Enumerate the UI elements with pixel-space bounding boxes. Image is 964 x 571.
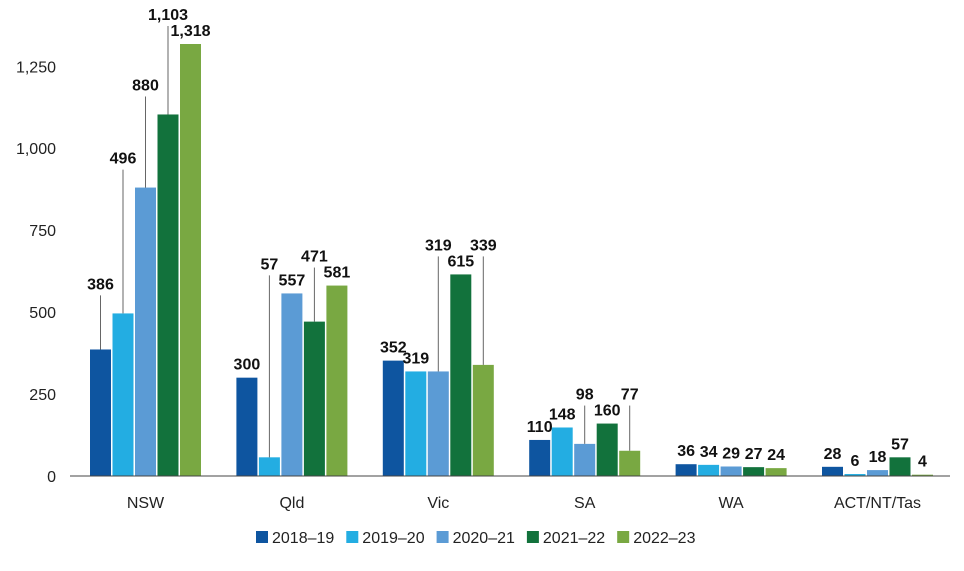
bar	[619, 450, 641, 476]
y-tick-label: 250	[29, 387, 56, 404]
bar	[326, 285, 348, 476]
bar	[596, 423, 618, 476]
bar	[529, 439, 551, 476]
bar	[720, 466, 742, 476]
bar	[303, 321, 325, 476]
x-category-label: Vic	[427, 495, 449, 512]
legend-swatch	[256, 531, 268, 543]
data-label: 77	[621, 387, 639, 404]
x-category-label: SA	[574, 495, 596, 512]
bar	[472, 364, 494, 476]
y-tick-label: 750	[29, 223, 56, 240]
bar	[675, 464, 697, 476]
data-label: 339	[470, 237, 497, 254]
x-category-label: NSW	[127, 495, 165, 512]
data-label: 880	[132, 77, 159, 94]
bar	[258, 457, 280, 476]
bar	[574, 443, 596, 476]
data-label: 1,103	[148, 7, 188, 24]
legend: 2018–19 2019–20 2020–21 2021–22 2022–23	[256, 530, 696, 547]
data-label: 615	[447, 253, 474, 270]
bar	[743, 467, 765, 476]
bar	[765, 468, 787, 476]
data-label: 1,318	[170, 23, 210, 40]
data-label: 18	[869, 449, 887, 466]
data-label: 496	[110, 151, 137, 168]
bar	[427, 371, 449, 476]
bar	[551, 427, 573, 476]
bar	[450, 274, 472, 476]
data-label: 34	[700, 444, 718, 461]
bar	[135, 187, 156, 476]
x-category-label: WA	[719, 495, 745, 512]
legend-swatch	[436, 531, 449, 543]
data-label: 471	[301, 249, 328, 266]
data-label: 24	[767, 447, 785, 464]
data-label: 386	[87, 276, 114, 293]
data-label: 352	[380, 340, 407, 357]
data-label: 28	[824, 446, 842, 463]
x-axis: NSW Qld Vic SA WA ACT/NT/Tas	[127, 495, 921, 512]
x-category-label: ACT/NT/Tas	[834, 495, 921, 512]
legend-swatch	[617, 531, 630, 543]
legend-label: 2021–22	[543, 530, 605, 547]
data-label: 98	[576, 387, 594, 404]
data-label: 160	[594, 403, 621, 420]
bar	[157, 114, 179, 477]
data-labels: 3864968801,1031,318300575574715813523193…	[87, 7, 927, 471]
data-label: 110	[527, 419, 553, 436]
x-category-label: Qld	[279, 495, 304, 512]
legend-label: 2019–20	[362, 530, 424, 547]
data-label: 557	[279, 272, 306, 289]
bar	[912, 474, 933, 476]
data-label: 29	[722, 445, 740, 462]
data-label: 319	[402, 350, 429, 367]
bar	[382, 360, 404, 476]
label-leader-lines	[100, 26, 631, 458]
y-tick-label: 1,250	[16, 59, 56, 76]
legend-swatch	[526, 531, 539, 543]
bar	[180, 44, 201, 476]
bar	[889, 457, 911, 476]
data-label: 57	[261, 256, 279, 273]
bar	[844, 474, 866, 476]
y-axis: 0 250 500 750 1,000 1,250	[16, 59, 56, 486]
y-tick-label: 1,000	[16, 141, 56, 158]
data-label: 27	[745, 446, 763, 463]
bar	[867, 470, 888, 476]
data-label: 36	[677, 443, 695, 460]
data-label: 300	[234, 357, 261, 374]
bar	[112, 313, 134, 476]
bars	[90, 44, 933, 477]
y-tick-label: 0	[47, 469, 56, 486]
legend-label: 2020–21	[453, 530, 515, 547]
legend-label: 2022–23	[633, 530, 695, 547]
data-label: 148	[549, 406, 576, 423]
bar	[236, 377, 258, 476]
bar	[698, 464, 720, 476]
bar	[281, 293, 303, 476]
bar	[822, 466, 843, 476]
data-label: 6	[851, 453, 860, 470]
data-label: 581	[324, 265, 351, 282]
data-label: 319	[425, 237, 452, 254]
legend-label: 2018–19	[272, 530, 334, 547]
legend-swatch	[346, 531, 359, 543]
bar	[405, 371, 427, 476]
y-tick-label: 500	[29, 305, 56, 322]
data-label: 57	[891, 436, 909, 453]
data-label: 4	[918, 454, 927, 471]
bar	[90, 349, 111, 476]
